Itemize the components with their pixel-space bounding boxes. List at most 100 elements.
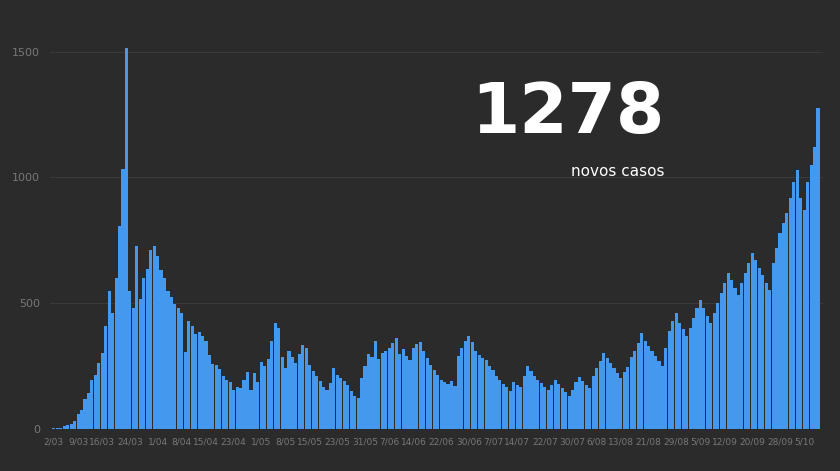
Bar [83, 399, 87, 429]
Bar [176, 308, 180, 429]
Bar [509, 391, 512, 429]
Bar [602, 353, 605, 429]
Bar [519, 387, 522, 429]
Bar [160, 270, 163, 429]
Bar [70, 423, 73, 429]
Bar [395, 338, 397, 429]
Bar [80, 409, 83, 429]
Bar [591, 376, 595, 429]
Bar [243, 380, 245, 429]
Bar [761, 276, 764, 429]
Bar [730, 280, 733, 429]
Bar [699, 300, 702, 429]
Bar [640, 333, 643, 429]
Bar [270, 341, 273, 429]
Bar [336, 375, 339, 429]
Bar [201, 336, 204, 429]
Bar [491, 370, 495, 429]
Bar [702, 308, 706, 429]
Bar [782, 223, 785, 429]
Bar [329, 383, 332, 429]
Bar [207, 355, 211, 429]
Bar [717, 303, 719, 429]
Bar [748, 263, 750, 429]
Bar [59, 428, 62, 429]
Bar [633, 351, 637, 429]
Bar [364, 366, 366, 429]
Bar [537, 380, 539, 429]
Bar [630, 357, 633, 429]
Bar [720, 293, 722, 429]
Bar [91, 380, 93, 429]
Bar [661, 366, 664, 429]
Bar [723, 283, 727, 429]
Bar [516, 385, 519, 429]
Bar [675, 313, 678, 429]
Bar [481, 358, 484, 429]
Bar [575, 382, 578, 429]
Bar [55, 428, 59, 429]
Bar [706, 316, 709, 429]
Bar [246, 372, 249, 429]
Bar [291, 357, 294, 429]
Bar [156, 256, 159, 429]
Bar [643, 341, 647, 429]
Bar [101, 353, 104, 429]
Bar [253, 373, 256, 429]
Bar [166, 291, 170, 429]
Bar [460, 348, 464, 429]
Bar [426, 358, 429, 429]
Bar [298, 354, 301, 429]
Bar [239, 388, 242, 429]
Bar [512, 382, 515, 429]
Bar [488, 366, 491, 429]
Bar [813, 147, 816, 429]
Bar [429, 365, 433, 429]
Bar [571, 390, 574, 429]
Bar [664, 348, 668, 429]
Bar [218, 369, 222, 429]
Bar [249, 390, 253, 429]
Bar [712, 313, 716, 429]
Bar [568, 396, 570, 429]
Bar [398, 354, 402, 429]
Bar [474, 351, 477, 429]
Bar [588, 389, 591, 429]
Bar [388, 348, 391, 429]
Bar [581, 381, 585, 429]
Bar [740, 283, 743, 429]
Bar [322, 387, 325, 429]
Bar [436, 374, 439, 429]
Bar [478, 355, 480, 429]
Bar [173, 303, 176, 429]
Bar [408, 360, 412, 429]
Bar [114, 278, 118, 429]
Bar [235, 387, 239, 429]
Bar [108, 291, 111, 429]
Bar [622, 372, 626, 429]
Text: novos casos: novos casos [571, 164, 664, 179]
Bar [522, 376, 526, 429]
Bar [627, 367, 629, 429]
Bar [764, 283, 768, 429]
Bar [547, 390, 550, 429]
Bar [415, 344, 418, 429]
Bar [374, 341, 377, 429]
Bar [550, 385, 554, 429]
Bar [557, 384, 560, 429]
Bar [616, 374, 619, 429]
Bar [145, 269, 149, 429]
Bar [789, 197, 792, 429]
Bar [139, 299, 142, 429]
Bar [806, 182, 809, 429]
Bar [142, 278, 145, 429]
Bar [163, 278, 166, 429]
Bar [228, 382, 232, 429]
Bar [281, 357, 284, 429]
Bar [609, 363, 612, 429]
Bar [447, 384, 449, 429]
Bar [467, 336, 470, 429]
Bar [104, 326, 108, 429]
Bar [606, 358, 609, 429]
Bar [709, 323, 712, 429]
